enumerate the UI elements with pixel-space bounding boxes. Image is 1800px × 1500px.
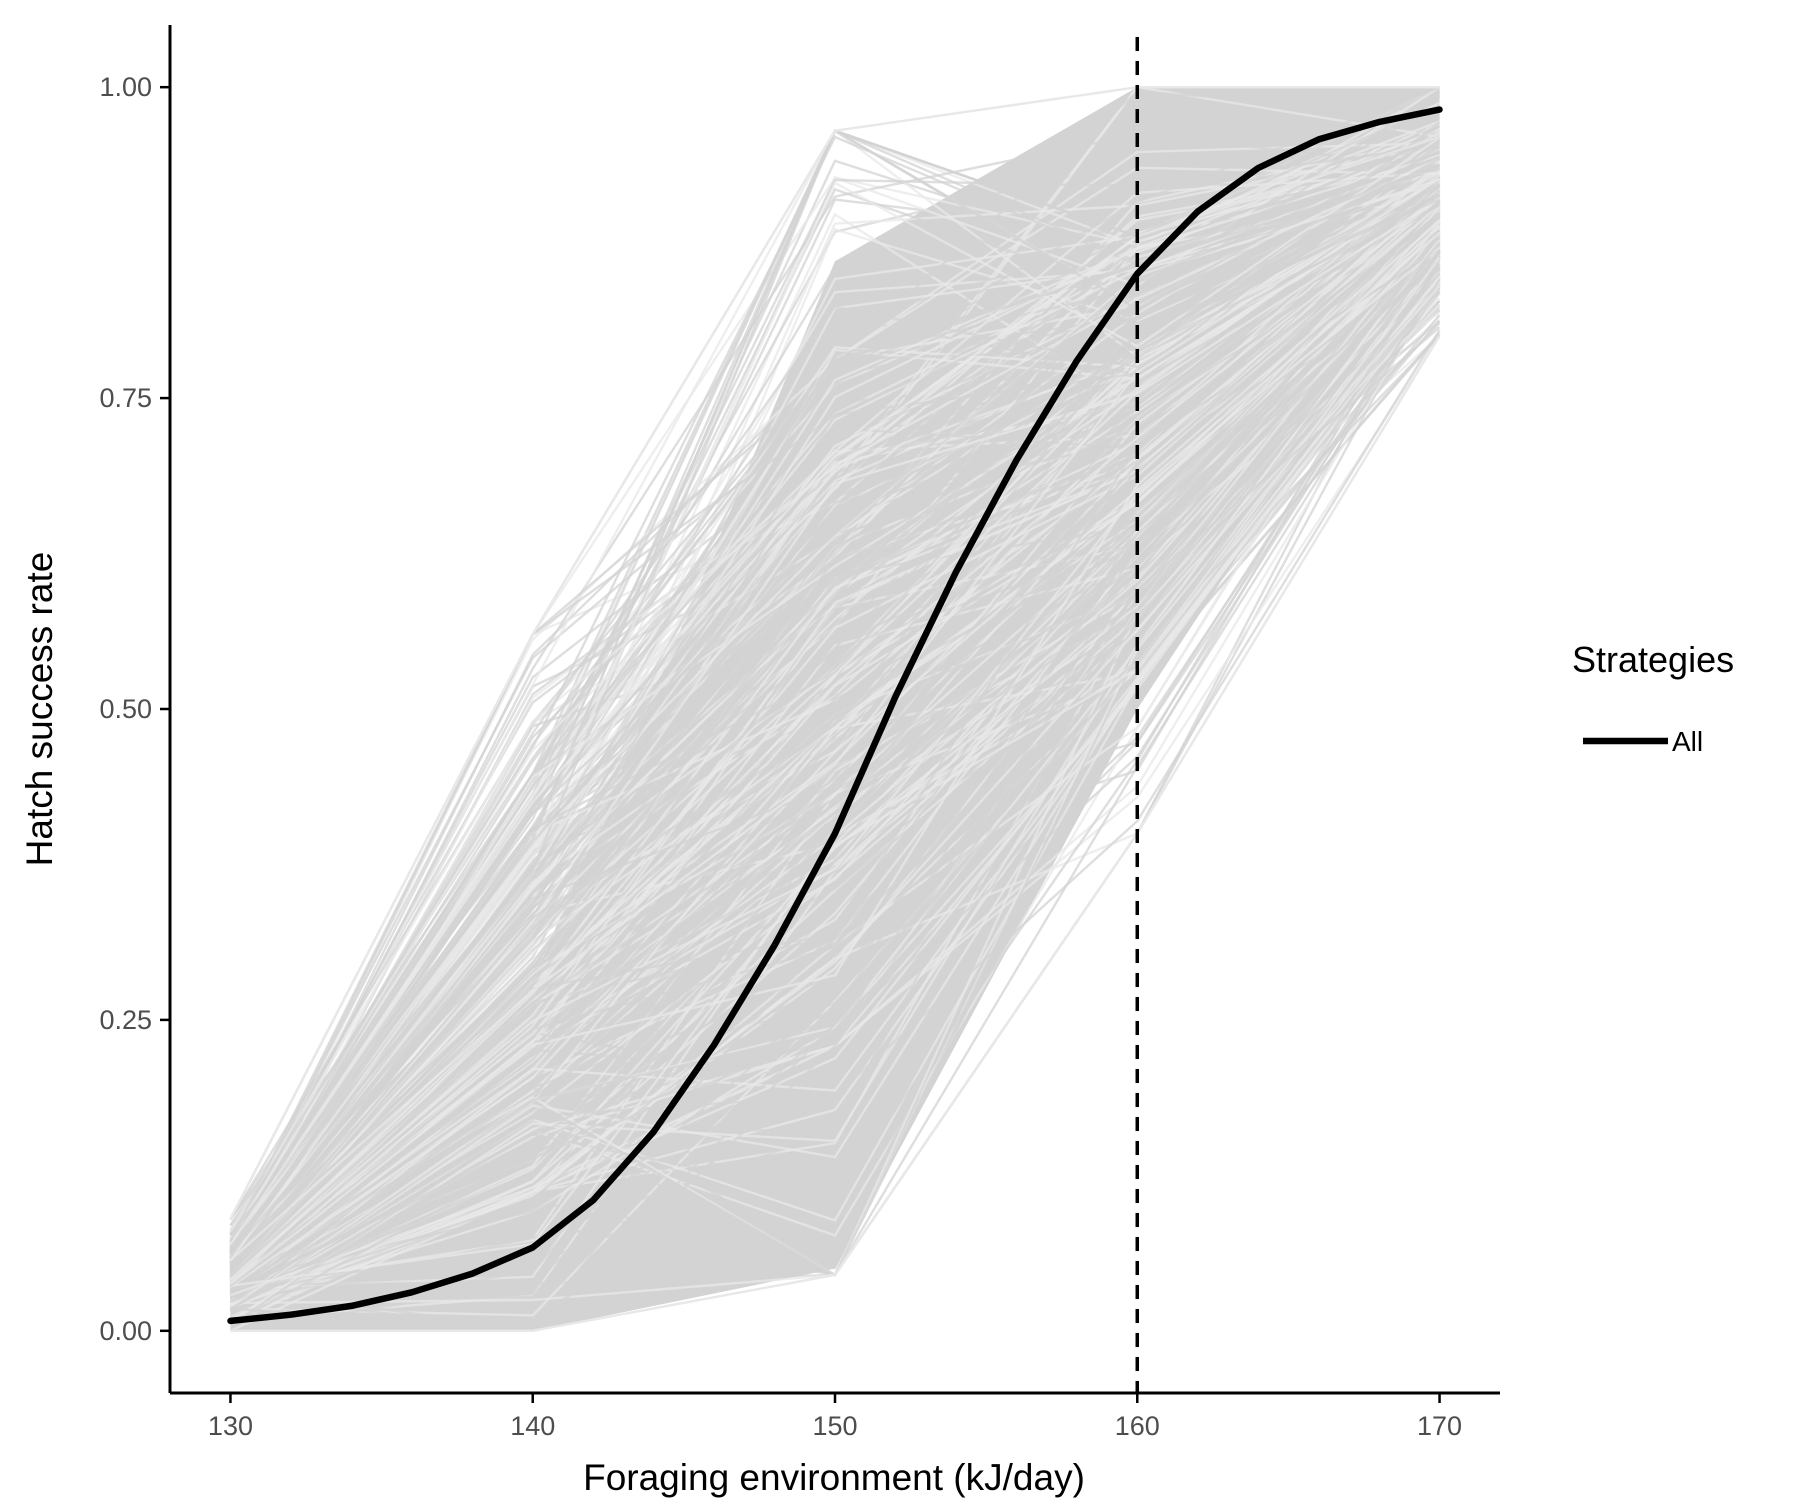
x-axis-title: Foraging environment (kJ/day) [583,1457,1085,1498]
simulation-line [229,177,1441,1259]
simulation-line [230,256,1441,1287]
simulation-line [230,285,1441,1317]
simulation-line [229,156,1441,1242]
simulation-line [229,157,1441,1273]
legend-entries: All [1583,726,1703,757]
y-axis-title: Hatch success rate [19,552,60,867]
x-tick-label: 150 [812,1411,857,1441]
simulation-line [229,214,1441,1273]
simulation-line [229,282,1441,1310]
simulation-line [229,204,1441,1275]
y-tick-label: 0.25 [99,1005,152,1035]
simulation-line [229,177,1441,1234]
bundle-upper-edge [229,85,1440,1220]
simulation-line [230,257,1441,1289]
simulation-line [229,164,1441,1236]
simulation-line [229,211,1441,1281]
simulation-line [229,163,1440,1259]
simulation-line [229,329,1441,1327]
simulation-line [229,135,1440,1234]
simulation-line [229,136,1441,1246]
simulation-line [229,135,1440,1254]
simulation-line [229,201,1441,1268]
simulation-line [229,200,1441,1273]
x-tick-label: 140 [510,1411,555,1441]
y-tick-label: 0.50 [99,694,152,724]
x-tick-label: 160 [1115,1411,1160,1441]
simulation-line [230,285,1441,1297]
simulation-line [230,285,1441,1303]
simulation-line [229,220,1441,1287]
simulation-line [229,192,1441,1250]
legend: Strategies All [1572,639,1734,757]
simulation-line [229,154,1440,1260]
series-line-all [227,106,1443,1325]
simulation-line [229,135,1440,1245]
simulation-line [229,236,1441,1275]
simulation-line [229,326,1441,1326]
simulation-line [229,263,1441,1272]
simulation-line [229,249,1441,1294]
simulation-line [229,231,1441,1288]
y-tick-label: 1.00 [99,72,152,102]
simulation-line [230,243,1441,1306]
simulation-line [229,241,1441,1278]
simulation-line [229,252,1441,1277]
simulation-line [230,262,1441,1333]
series-layer [227,106,1443,1325]
x-tick-label: 170 [1417,1411,1462,1441]
simulation-line [229,196,1441,1281]
y-tick-label: 0.00 [99,1316,152,1346]
simulation-line [229,265,1441,1313]
simulation-line [229,177,1441,1262]
simulation-line [229,246,1441,1279]
simulation-line [229,197,1441,1278]
legend-label-all: All [1672,726,1703,757]
y-tick-label: 0.75 [99,383,152,413]
simulation-line [229,194,1440,1256]
simulation-line [229,195,1440,1260]
simulation-line [229,211,1441,1288]
simulation-line [229,86,1440,1242]
simulation-line [229,189,1441,1281]
simulation-line [229,250,1441,1297]
simulation-line [229,222,1441,1280]
simulation-line [229,215,1441,1270]
simulation-line [229,284,1441,1304]
x-tick-label: 130 [208,1411,253,1441]
simulation-line [229,259,1441,1293]
axes: 130 140 150 160 170 0.00 0.25 0.50 0.75 1.00 [99,25,1500,1441]
simulation-line [230,212,1441,1283]
simulation-line [229,232,1441,1290]
bundle-lower-edge [230,335,1441,1333]
simulation-line [229,203,1441,1269]
simulation-line [229,133,1440,1260]
simulation-lines [229,85,1441,1333]
legend-title: Strategies [1572,639,1734,680]
simulation-line [229,238,1441,1323]
